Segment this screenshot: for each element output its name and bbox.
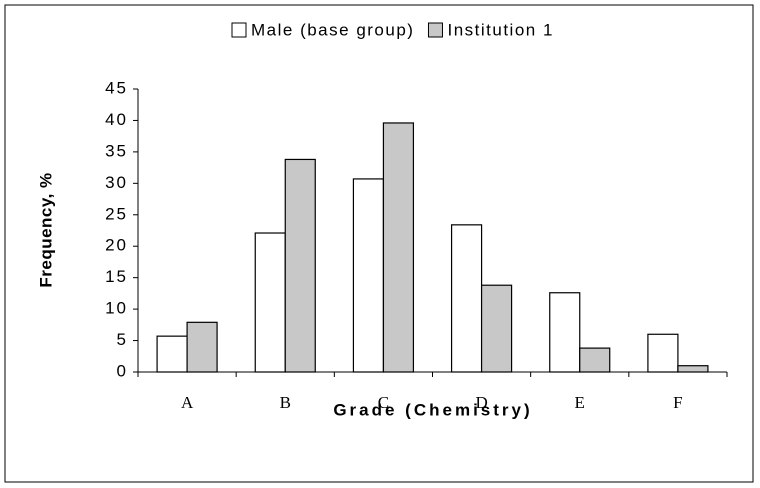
y-axis-title: Frequency, %: [36, 172, 55, 287]
bar: [186, 321, 218, 373]
x-tick-label: C: [378, 393, 389, 412]
x-tick-label: E: [575, 393, 585, 412]
bar: [156, 335, 188, 373]
x-tick-label: F: [673, 393, 682, 412]
x-tick-label: A: [181, 393, 194, 412]
bar: [382, 122, 415, 373]
bar: [647, 333, 679, 373]
bar: [352, 178, 385, 373]
y-tick-label: 30: [105, 173, 128, 192]
y-tick-label: 10: [105, 299, 128, 318]
bar: [677, 365, 709, 373]
y-tick-label: 15: [105, 267, 128, 286]
x-tick-label: D: [475, 393, 487, 412]
y-tick-label: 45: [105, 78, 128, 97]
bar: [450, 224, 483, 373]
legend-label: Male (base group): [251, 20, 414, 39]
y-tick-label: 25: [105, 204, 128, 223]
x-tick-label: B: [280, 393, 291, 412]
legend-swatch: [427, 22, 443, 38]
legend-label: Institution 1: [447, 20, 553, 39]
bar: [254, 232, 286, 373]
y-tick-label: 20: [105, 236, 128, 255]
x-axis-title: Grade (Chemistry): [333, 400, 532, 419]
y-tick-label: 40: [105, 110, 128, 129]
y-tick-label: 35: [105, 141, 128, 160]
legend-swatch: [231, 22, 247, 38]
bar: [284, 158, 316, 373]
y-tick-label: 0: [117, 361, 128, 380]
y-tick-label: 5: [117, 330, 128, 349]
bar: [579, 347, 611, 373]
bar: [549, 292, 581, 373]
bar: [480, 284, 513, 373]
